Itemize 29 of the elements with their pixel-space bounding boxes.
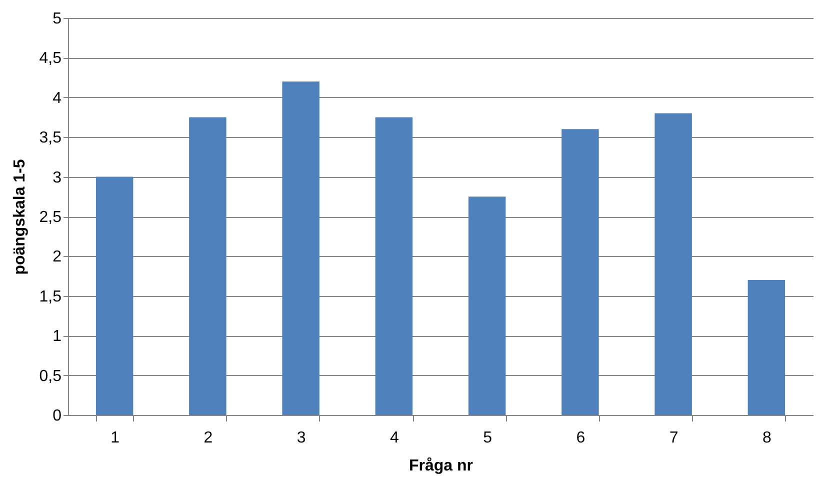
x-tick-label: 8 bbox=[762, 430, 772, 446]
x-axis-title: Fråga nr bbox=[408, 456, 474, 474]
y-tick-label: 3,5 bbox=[39, 130, 62, 147]
x-tick-label: 4 bbox=[390, 430, 399, 446]
bar bbox=[654, 113, 692, 415]
bar bbox=[96, 176, 134, 415]
y-tick-label: 2 bbox=[52, 248, 62, 266]
y-tick-label: 4,5 bbox=[39, 50, 62, 68]
x-tick-label: 5 bbox=[483, 430, 492, 446]
y-tick-label: 1 bbox=[52, 328, 62, 346]
x-tick-label: 7 bbox=[669, 430, 678, 446]
y-tick-label: 0 bbox=[52, 408, 62, 424]
x-tick-label: 2 bbox=[204, 430, 213, 446]
bar bbox=[375, 117, 413, 415]
bar bbox=[189, 117, 226, 415]
x-tick-label: 6 bbox=[576, 430, 586, 446]
y-tick-label: 1,5 bbox=[39, 288, 62, 306]
bar bbox=[748, 280, 786, 415]
bar bbox=[562, 129, 599, 415]
y-axis-title: poängskala 1-5 bbox=[11, 159, 28, 275]
x-tick-label: 1 bbox=[110, 430, 120, 446]
bar bbox=[282, 82, 320, 415]
y-tick-label: 3 bbox=[52, 169, 62, 186]
x-tick-label: 3 bbox=[296, 430, 306, 446]
y-tick-label: 5 bbox=[52, 10, 62, 28]
bar bbox=[468, 196, 506, 415]
y-tick-label: 2,5 bbox=[39, 209, 62, 226]
y-tick-label: 0,5 bbox=[39, 368, 62, 385]
y-tick-label: 4 bbox=[52, 90, 62, 107]
